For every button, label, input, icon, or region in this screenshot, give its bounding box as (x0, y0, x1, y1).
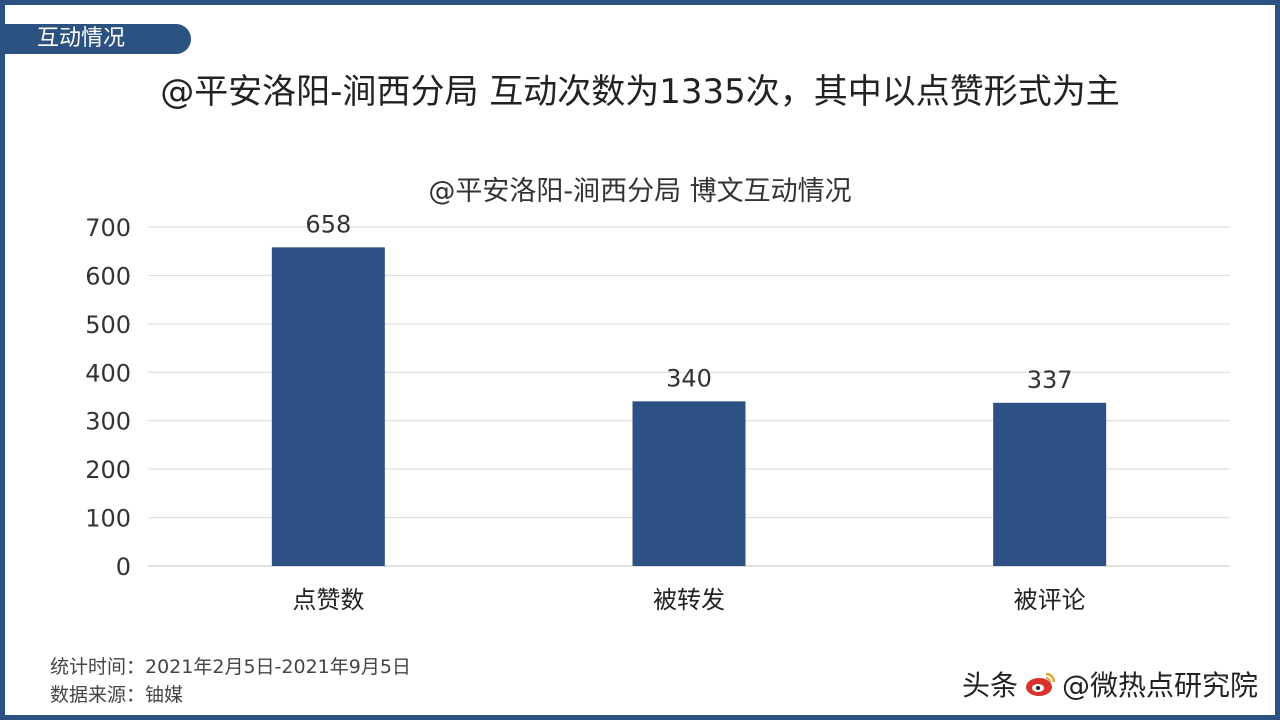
category-label: 点赞数 (292, 586, 364, 614)
category-label: 被转发 (653, 586, 725, 614)
data-source: 数据来源：铀媒 (50, 684, 184, 706)
bar (993, 402, 1107, 566)
y-tick-label: 200 (85, 456, 131, 484)
bar-value-label: 340 (666, 364, 712, 392)
bar (632, 401, 746, 566)
section-tag: 互动情况 (5, 24, 191, 54)
y-tick-label: 0 (116, 553, 131, 581)
bar-value-label: 337 (1027, 366, 1073, 394)
y-tick-label: 100 (85, 505, 131, 533)
y-tick-label: 700 (85, 214, 131, 242)
bars (271, 247, 1107, 566)
watermark-account: @微热点研究院 (1061, 669, 1258, 702)
bar-value-label: 658 (305, 210, 351, 238)
value-labels: 658 340 337 (305, 210, 1072, 393)
watermark-platform: 头条 (961, 669, 1018, 702)
y-tick-label: 500 (85, 311, 131, 339)
weibo-logo-icon (1024, 668, 1056, 700)
stat-period: 统计时间：2021年2月5日-2021年9月5日 (50, 656, 411, 678)
watermark: 头条 @微热点研究院 (962, 664, 1258, 704)
headline: @平安洛阳-涧西分局 互动次数为1335次，其中以点赞形式为主 (160, 72, 1120, 112)
y-tick-label: 400 (85, 359, 131, 387)
bar (271, 247, 385, 566)
category-labels: 点赞数 被转发 被评论 (292, 586, 1085, 614)
chart-title: @平安洛阳-涧西分局 博文互动情况 (428, 176, 852, 207)
y-tick-label: 600 (85, 262, 131, 290)
category-label: 被评论 (1014, 586, 1086, 614)
y-axis-ticks: 0 100 200 300 400 500 600 700 (85, 214, 131, 581)
y-tick-label: 300 (85, 408, 131, 436)
